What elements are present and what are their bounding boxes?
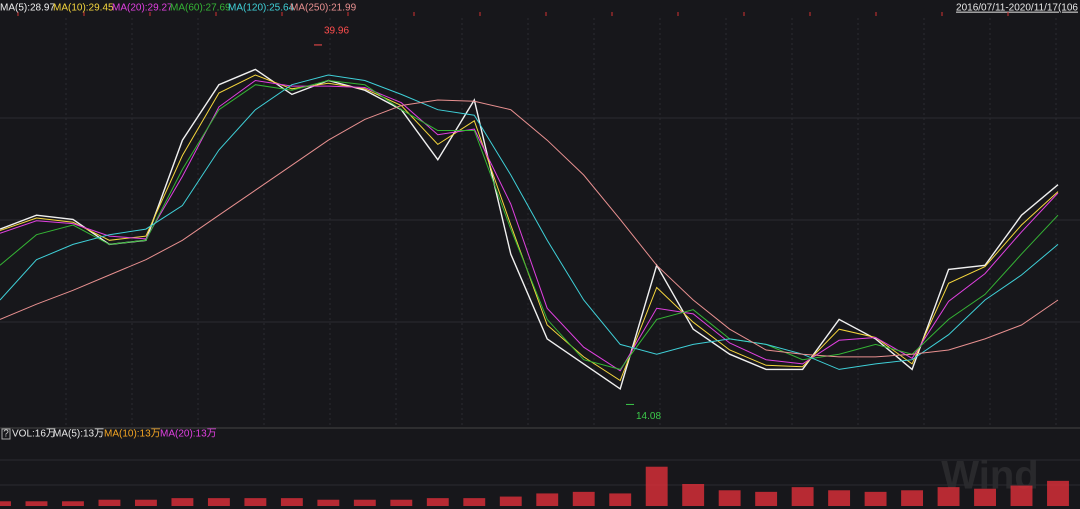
volume-bar	[572, 491, 595, 506]
help-icon[interactable]: ?	[3, 429, 9, 440]
ma-line	[0, 79, 1059, 372]
ma-line	[0, 79, 1059, 370]
volume-legend: MA(10):13万	[104, 429, 161, 440]
volume-bar	[0, 501, 11, 506]
volume-bar	[755, 491, 778, 506]
legend-entry: MA(120):25.64	[228, 3, 295, 14]
volume-legend: VOL:16万	[12, 429, 56, 440]
volume-bar	[62, 501, 84, 506]
legend-entry: MA(60):27.69	[170, 3, 231, 14]
volume-bar	[718, 490, 741, 506]
legend-entry: MA(250):21.99	[290, 3, 357, 14]
volume-bar	[682, 484, 705, 506]
volume-bar	[609, 493, 632, 506]
volume-bar	[864, 491, 887, 506]
volume-bar	[828, 490, 851, 506]
volume-bar	[974, 488, 996, 506]
ma-line	[0, 74, 1059, 370]
volume-bar	[280, 498, 303, 506]
volume-bar	[463, 498, 486, 506]
volume-bar	[1010, 485, 1033, 506]
volume-bar	[390, 499, 413, 506]
volume-bar	[25, 501, 48, 506]
help-box[interactable]	[1, 428, 11, 440]
legend-entry: MA(10):29.45	[53, 3, 114, 14]
volume-bar	[791, 487, 814, 506]
volume-bar	[645, 466, 668, 506]
annotation: 39.96	[324, 26, 349, 37]
volume-bar	[901, 490, 924, 506]
volume-bar	[134, 499, 157, 506]
annotation: 14.08	[636, 411, 661, 422]
volume-bar	[536, 493, 559, 506]
volume-bar	[207, 498, 230, 506]
volume-bar	[1047, 480, 1069, 506]
volume-legend: MA(20):13万	[160, 429, 217, 440]
volume-bar	[317, 499, 340, 506]
volume-bar	[353, 499, 376, 506]
volume-bar	[499, 496, 522, 506]
ma-line	[0, 99, 1059, 358]
volume-bar	[426, 498, 449, 506]
volume-bar	[937, 487, 960, 506]
volume-legend: MA(5):13万	[53, 429, 104, 440]
ma-line	[0, 68, 1059, 391]
volume-bar	[171, 498, 194, 506]
volume-bar	[98, 499, 121, 506]
volume-bar	[244, 498, 267, 506]
legend-entry: MA(5):28.97	[0, 3, 55, 14]
legend-entry: MA(20):29.27	[112, 3, 173, 14]
date-range: 2016/07/11-2020/11/17(106	[956, 3, 1078, 14]
